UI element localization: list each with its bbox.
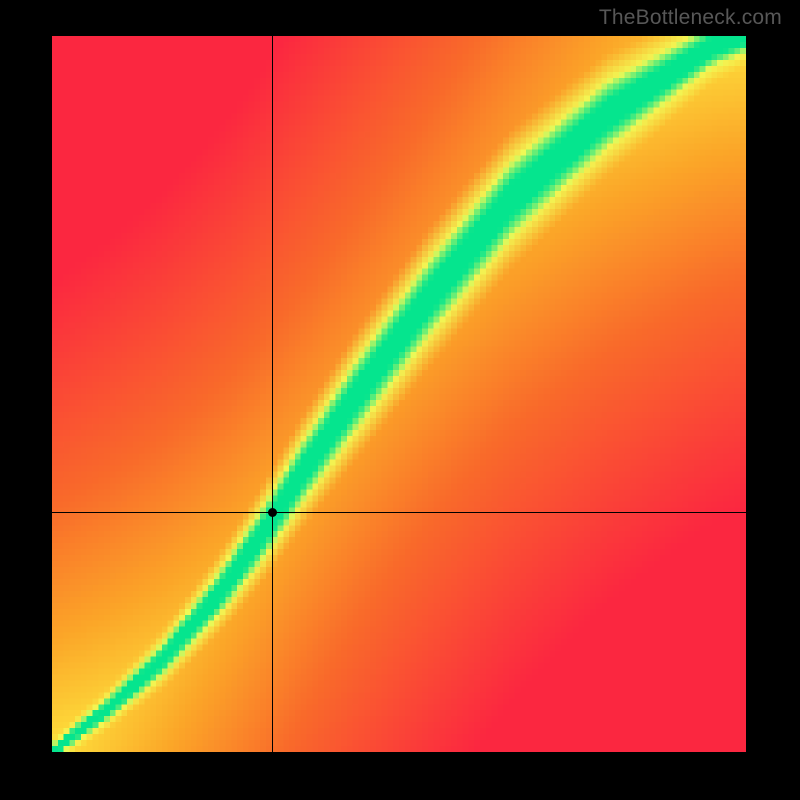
bottleneck-heatmap — [52, 36, 746, 752]
crosshair-vertical — [272, 36, 273, 752]
watermark-text: TheBottleneck.com — [599, 6, 782, 30]
crosshair-horizontal — [52, 512, 746, 513]
chart-container: TheBottleneck.com — [0, 0, 800, 800]
